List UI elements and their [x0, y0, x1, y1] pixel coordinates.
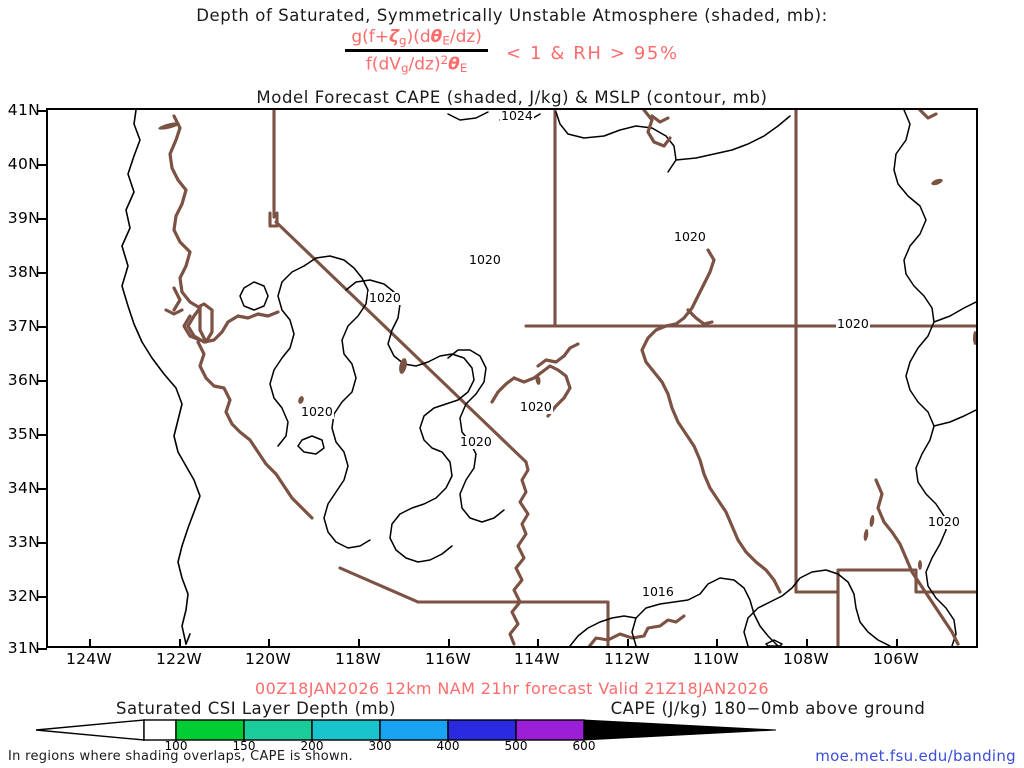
- x-tick-label: 106W: [872, 650, 920, 668]
- colorbar-tick-label: 300: [368, 739, 392, 753]
- y-tick-label: 34N: [7, 479, 40, 497]
- terrain-features: [164, 110, 960, 646]
- contour-label: 1020: [468, 252, 502, 267]
- colorbar-tick-label: 100: [164, 739, 188, 753]
- colorbar[interactable]: 100 150 200 300 400 500 600: [36, 719, 776, 757]
- x-tick-mark: [89, 639, 91, 648]
- political-borders: [268, 110, 976, 646]
- colorbar-band-white: [143, 719, 177, 741]
- formula-fraction: g(f+ζg)(dθE/dz) f(dVg/dz)2θE: [345, 28, 488, 75]
- y-tick-label: 36N: [7, 371, 40, 389]
- colorbar-tick-label: 400: [436, 739, 460, 753]
- y-tick-label: 40N: [7, 155, 40, 173]
- y-tick-label: 39N: [7, 209, 40, 227]
- x-tick-mark: [896, 639, 898, 648]
- legend-titles: Saturated CSI Layer Depth (mb) CAPE (J/k…: [0, 699, 1024, 718]
- contour-label: 1020: [459, 434, 493, 449]
- page-subtitle: Model Forecast CAPE (shaded, J/kg) & MSL…: [256, 88, 768, 107]
- contour-label: 1020: [836, 316, 870, 331]
- map-graphics: [121, 110, 976, 646]
- y-tick-mark: [38, 488, 47, 490]
- y-tick-mark: [38, 164, 47, 166]
- formula-numerator: g(f+ζg)(dθE/dz): [351, 27, 482, 48]
- colorbar-band-teal: [243, 719, 313, 741]
- colorbar-tick-label: 200: [300, 739, 324, 753]
- x-tick-mark: [627, 639, 629, 648]
- colorbar-band-cyan: [311, 719, 381, 741]
- y-tick-mark: [38, 648, 47, 650]
- contour-label: 1020: [368, 290, 402, 305]
- mslp-contours: [239, 110, 976, 646]
- x-tick-mark: [179, 639, 181, 648]
- contour-label: 1016: [641, 584, 675, 599]
- x-tick-label: 114W: [513, 650, 561, 668]
- y-tick-mark: [38, 380, 47, 382]
- formula-condition: < 1 & RH > 95%: [505, 43, 679, 65]
- y-tick-label: 31N: [7, 639, 40, 657]
- contour-label: 1020: [673, 229, 707, 244]
- y-tick-mark: [38, 434, 47, 436]
- colorbar-tick-label: 600: [572, 739, 596, 753]
- source-credit-link[interactable]: moe.met.fsu.edu/banding: [815, 747, 1016, 765]
- colorbar-band-lightblue: [379, 719, 449, 741]
- colorbar-band-purple: [515, 719, 585, 741]
- colorbar-band-green: [175, 719, 245, 741]
- legend-title-csi-depth: Saturated CSI Layer Depth (mb): [115, 699, 397, 718]
- y-tick-mark: [38, 218, 47, 220]
- contour-label: 1020: [927, 514, 961, 529]
- legend-title-cape: CAPE (J/kg) 180−0mb above ground: [610, 699, 926, 718]
- x-tick-label: 124W: [65, 650, 113, 668]
- fraction-bar: [345, 49, 488, 53]
- map-plot-area: 1024 1020 1020 1020 1020 1020 1020 1020 …: [46, 108, 978, 648]
- x-tick-mark: [358, 639, 360, 648]
- colorbar-under-arrow: [36, 719, 145, 741]
- y-tick-label: 33N: [7, 533, 40, 551]
- y-tick-label: 35N: [7, 425, 40, 443]
- colorbar-over-arrow: [583, 719, 776, 741]
- contour-label: 1020: [300, 404, 334, 419]
- forecast-valid-line: 00Z18JAN2026 12km NAM 21hr forecast Vali…: [255, 679, 769, 698]
- inland-water-features: [158, 122, 976, 570]
- x-tick-label: 110W: [692, 650, 740, 668]
- colorbar-band-blue: [447, 719, 517, 741]
- colorbar-tick-label: 500: [504, 739, 528, 753]
- y-tick-mark: [38, 110, 47, 112]
- x-tick-label: 112W: [603, 650, 651, 668]
- colorbar-tick-label: 150: [232, 739, 256, 753]
- formula-denominator: f(dVg/dz)2θE: [365, 53, 468, 76]
- x-tick-label: 116W: [424, 650, 472, 668]
- y-tick-label: 38N: [7, 263, 40, 281]
- colorbar-ticks: [143, 740, 585, 741]
- contour-label: 1024: [500, 108, 534, 123]
- y-tick-label: 32N: [7, 587, 40, 605]
- y-tick-mark: [38, 272, 47, 274]
- page-title: Depth of Saturated, Symmetrically Unstab…: [196, 6, 828, 25]
- csi-criterion-formula: g(f+ζg)(dθE/dz) f(dVg/dz)2θE < 1 & RH > …: [0, 28, 1024, 75]
- x-tick-mark: [537, 639, 539, 648]
- y-tick-label: 37N: [7, 317, 40, 335]
- x-tick-mark: [716, 639, 718, 648]
- x-tick-mark: [448, 639, 450, 648]
- coastline: [121, 110, 201, 645]
- overlap-note: In regions where shading overlaps, CAPE …: [8, 749, 353, 764]
- x-tick-label: 120W: [244, 650, 292, 668]
- y-tick-mark: [38, 596, 47, 598]
- x-tick-label: 108W: [782, 650, 830, 668]
- y-tick-mark: [38, 326, 47, 328]
- x-tick-mark: [268, 639, 270, 648]
- x-tick-label: 118W: [334, 650, 382, 668]
- colorbar-graphic: [36, 719, 776, 741]
- y-tick-mark: [38, 542, 47, 544]
- x-tick-mark: [806, 639, 808, 648]
- contour-label: 1020: [519, 399, 553, 414]
- x-tick-label: 122W: [155, 650, 203, 668]
- y-tick-label: 41N: [7, 101, 40, 119]
